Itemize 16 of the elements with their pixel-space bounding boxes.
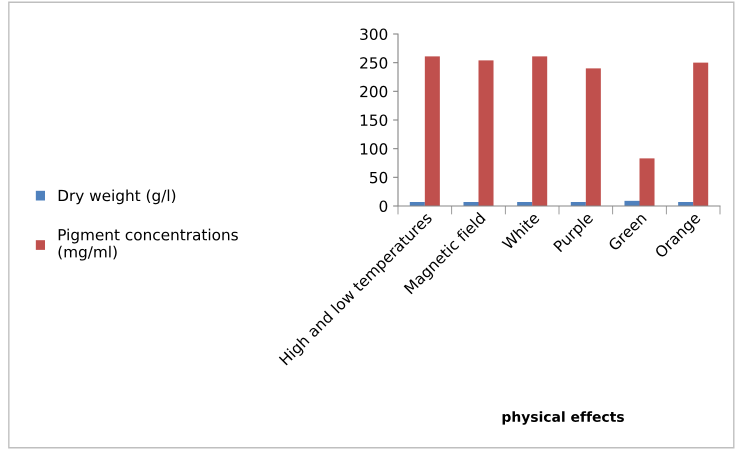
- y-tick-label: 300: [360, 28, 388, 40]
- bar: [424, 56, 440, 206]
- y-tick-label: 0: [380, 200, 388, 212]
- bar: [693, 62, 708, 206]
- x-axis-title: physical effects: [502, 411, 624, 425]
- y-tick-label: 100: [360, 143, 388, 155]
- y-tick-label: 50: [370, 172, 388, 184]
- bar: [478, 60, 494, 206]
- legend-label: Pigment concentrations (mg/ml): [58, 228, 238, 261]
- y-tick-label: 200: [360, 86, 388, 98]
- y-tick-label: 250: [360, 57, 388, 69]
- bar: [586, 68, 601, 206]
- y-tick-label: 150: [360, 114, 388, 126]
- bar: [532, 56, 548, 206]
- bar: [640, 158, 655, 206]
- legend-label: Dry weight (g/l): [58, 189, 176, 204]
